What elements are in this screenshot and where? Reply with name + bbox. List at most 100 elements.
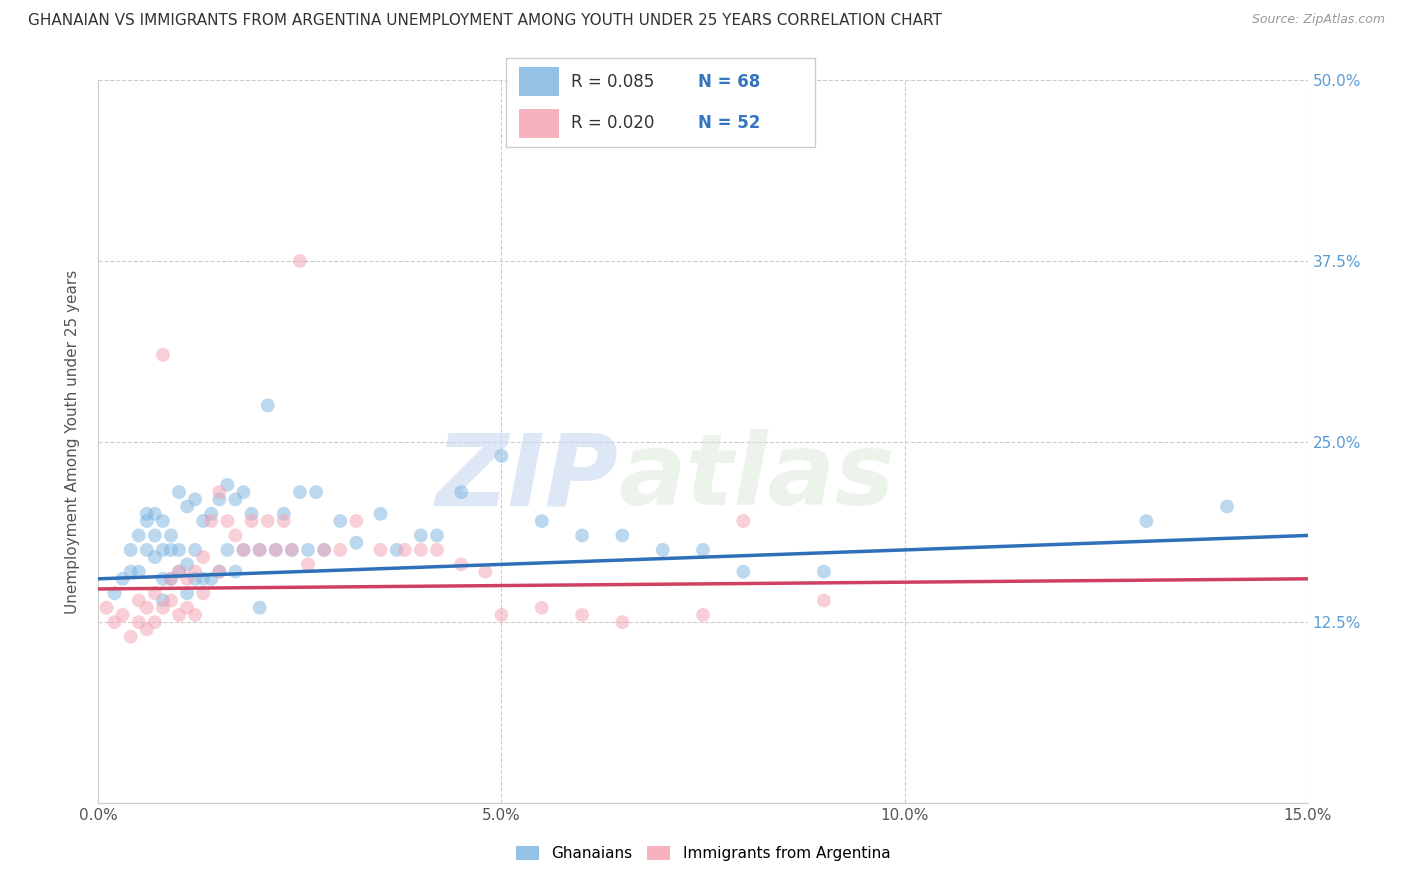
Point [193, 550, 215, 565]
Point [385, 542, 408, 557]
Point [394, 542, 416, 557]
Point [733, 565, 755, 579]
Point [297, 542, 319, 557]
Point [344, 535, 367, 549]
Point [160, 572, 183, 586]
Point [152, 572, 174, 586]
Point [530, 600, 553, 615]
Point [160, 528, 183, 542]
Point [143, 615, 166, 630]
Point [184, 607, 207, 622]
Point [111, 572, 134, 586]
Point [281, 542, 304, 557]
Point [193, 586, 215, 600]
Point [184, 542, 207, 557]
Point [167, 542, 190, 557]
Point [329, 514, 352, 528]
Point [152, 600, 174, 615]
Point [426, 528, 449, 542]
Point [692, 542, 714, 557]
Point [240, 507, 263, 521]
Point [120, 630, 142, 644]
Point [135, 623, 157, 637]
Point [232, 542, 254, 557]
Point [530, 514, 553, 528]
Point [450, 485, 472, 500]
Point [208, 565, 231, 579]
Point [160, 572, 183, 586]
Point [224, 492, 246, 507]
FancyBboxPatch shape [519, 109, 558, 138]
Point [409, 528, 432, 542]
Point [217, 514, 239, 528]
Point [208, 492, 231, 507]
Point [426, 542, 449, 557]
Point [184, 565, 207, 579]
Point [288, 485, 311, 500]
Point [733, 514, 755, 528]
Point [281, 542, 304, 557]
Point [314, 542, 336, 557]
Point [176, 600, 198, 615]
Point [273, 514, 295, 528]
Point [160, 542, 183, 557]
Point [193, 514, 215, 528]
Point [249, 542, 271, 557]
Point [329, 542, 352, 557]
Point [370, 542, 392, 557]
Point [128, 528, 150, 542]
Point [1216, 500, 1239, 514]
Point [314, 542, 336, 557]
Point [264, 542, 287, 557]
Point [200, 507, 222, 521]
Point [813, 565, 835, 579]
Point [152, 514, 174, 528]
Text: R = 0.020: R = 0.020 [571, 114, 654, 132]
Text: Source: ZipAtlas.com: Source: ZipAtlas.com [1251, 13, 1385, 27]
Point [135, 542, 157, 557]
Point [249, 600, 271, 615]
Point [232, 485, 254, 500]
Point [176, 558, 198, 572]
Legend: Ghanaians, Immigrants from Argentina: Ghanaians, Immigrants from Argentina [510, 840, 896, 867]
Point [135, 514, 157, 528]
Point [135, 600, 157, 615]
Point [120, 542, 142, 557]
Point [491, 449, 513, 463]
Point [96, 600, 118, 615]
Point [370, 507, 392, 521]
Point [273, 507, 295, 521]
Text: GHANAIAN VS IMMIGRANTS FROM ARGENTINA UNEMPLOYMENT AMONG YOUTH UNDER 25 YEARS CO: GHANAIAN VS IMMIGRANTS FROM ARGENTINA UN… [28, 13, 942, 29]
Text: N = 68: N = 68 [697, 73, 761, 91]
Point [474, 565, 496, 579]
Point [200, 572, 222, 586]
Text: ZIP: ZIP [436, 429, 619, 526]
Point [208, 485, 231, 500]
Y-axis label: Unemployment Among Youth under 25 years: Unemployment Among Youth under 25 years [65, 269, 80, 614]
Point [152, 542, 174, 557]
Point [409, 542, 432, 557]
Point [450, 558, 472, 572]
Point [120, 565, 142, 579]
Text: atlas: atlas [619, 429, 894, 526]
Text: R = 0.085: R = 0.085 [571, 73, 654, 91]
Point [491, 607, 513, 622]
FancyBboxPatch shape [506, 58, 815, 147]
Point [176, 572, 198, 586]
Point [612, 528, 634, 542]
Point [167, 607, 190, 622]
Point [176, 500, 198, 514]
Point [143, 550, 166, 565]
Point [167, 565, 190, 579]
Point [167, 485, 190, 500]
Point [103, 615, 125, 630]
Point [143, 528, 166, 542]
Point [224, 528, 246, 542]
Point [152, 348, 174, 362]
Point [651, 542, 673, 557]
Point [160, 593, 183, 607]
Point [692, 607, 714, 622]
Point [208, 565, 231, 579]
Point [152, 593, 174, 607]
Point [249, 542, 271, 557]
